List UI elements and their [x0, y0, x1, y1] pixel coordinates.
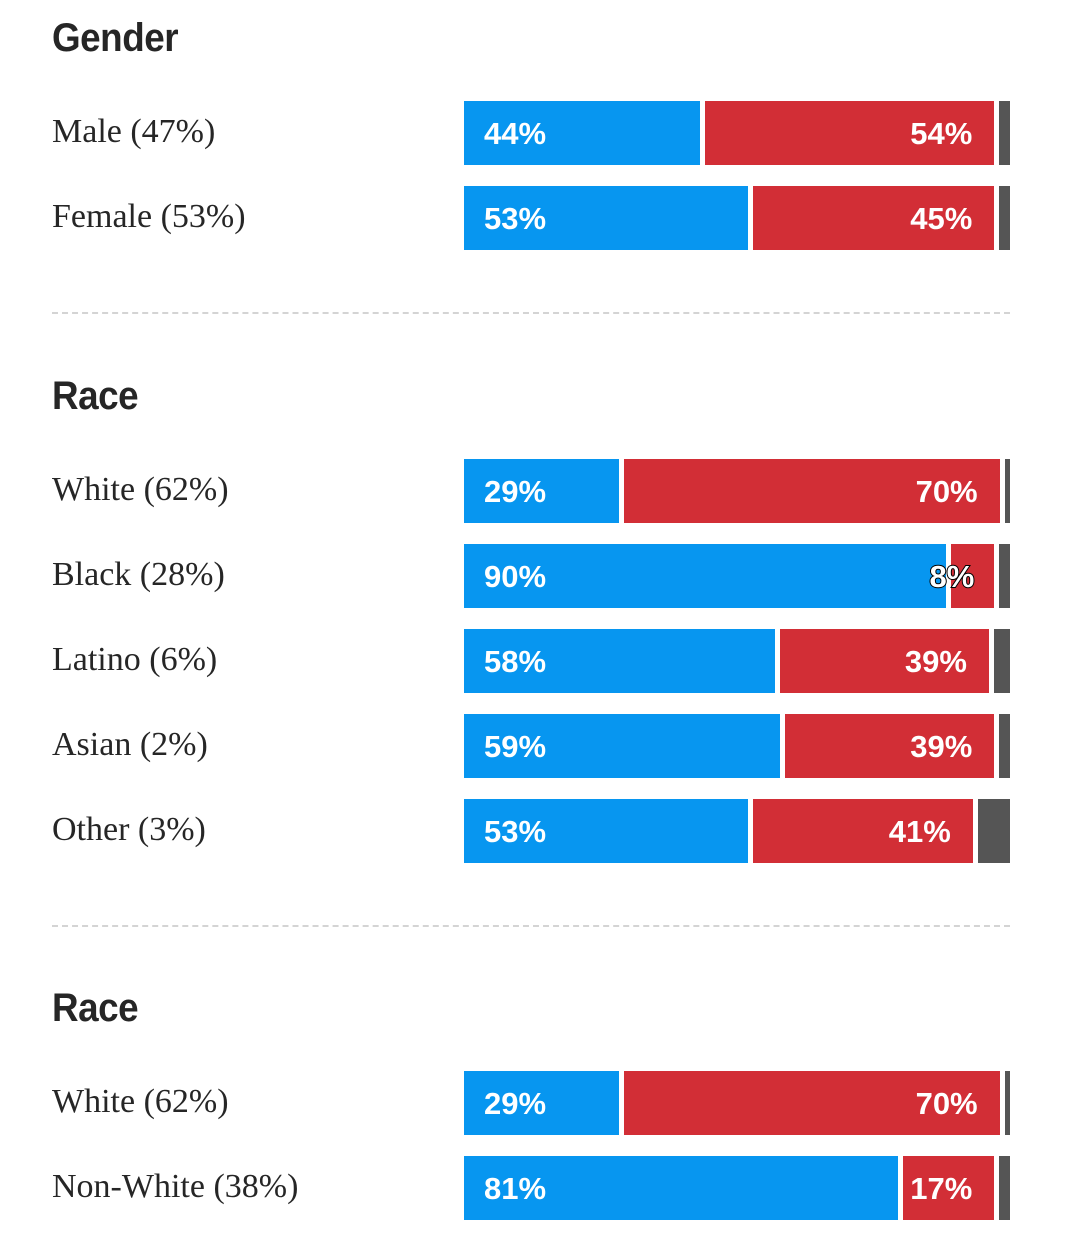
dem-bar-segment: 59%: [464, 714, 781, 778]
category-label: Non-White (38%): [52, 1168, 299, 1205]
other-bar-segment: [993, 629, 1010, 693]
stacked-bar: 81% 17%: [464, 1156, 1010, 1220]
rep-value-label: 41%: [888, 814, 951, 849]
chart-row: Asian (2%) 59% 39%: [0, 714, 1080, 778]
rep-bar-segment: 8%: [928, 544, 995, 608]
other-bar-segment: [1004, 1071, 1010, 1135]
rep-bar-segment: 17%: [903, 1156, 995, 1220]
other-bar-segment: [999, 101, 1010, 165]
category-label: Other (3%): [52, 811, 206, 848]
rep-bar-segment: 39%: [785, 714, 995, 778]
category-label: Male (47%): [52, 113, 216, 150]
stacked-bar: 44% 54%: [464, 101, 1010, 165]
section-title: Race: [52, 986, 139, 1030]
dem-value-label: 53%: [484, 814, 547, 849]
rep-value-label: 70%: [915, 474, 978, 509]
stacked-bar: 59% 39%: [464, 714, 1010, 778]
dem-bar-segment: 29%: [464, 459, 620, 523]
chart-row: Black (28%) 90% 8%: [0, 544, 1080, 608]
other-bar-segment: [999, 544, 1010, 608]
dem-bar-segment: 53%: [464, 186, 749, 250]
category-label: Asian (2%): [52, 726, 208, 763]
dem-value-label: 53%: [484, 201, 547, 236]
category-label: Female (53%): [52, 198, 246, 235]
rep-bar-segment: 39%: [779, 629, 989, 693]
category-label: Black (28%): [52, 556, 225, 593]
chart-row: Male (47%) 44% 54%: [0, 101, 1080, 165]
rep-value-label: 8%: [928, 558, 975, 595]
chart-row: Other (3%) 53% 41%: [0, 799, 1080, 863]
dem-bar-segment: 44%: [464, 101, 700, 165]
category-label: Latino (6%): [52, 641, 218, 678]
rep-value-label: 54%: [910, 116, 973, 151]
stacked-bar: 90% 8%: [464, 544, 1010, 608]
rep-value-label: 39%: [904, 644, 967, 679]
dem-value-label: 59%: [484, 729, 547, 764]
chart-row: White (62%) 29% 70%: [0, 1071, 1080, 1135]
dem-bar-segment: 29%: [464, 1071, 620, 1135]
rep-bar-segment: 45%: [753, 186, 995, 250]
other-bar-segment: [1004, 459, 1010, 523]
other-bar-segment: [999, 714, 1010, 778]
dem-value-label: 29%: [484, 474, 547, 509]
rep-bar-segment: 41%: [753, 799, 973, 863]
chart-row: Female (53%) 53% 45%: [0, 186, 1080, 250]
rep-value-label: 17%: [910, 1171, 973, 1206]
stacked-bar: 53% 45%: [464, 186, 1010, 250]
chart-row: Latino (6%) 58% 39%: [0, 629, 1080, 693]
section-divider: [52, 312, 1010, 314]
stacked-bar: 29% 70%: [464, 1071, 1010, 1135]
section-divider: [52, 925, 1010, 927]
dem-value-label: 58%: [484, 644, 547, 679]
stacked-bar: 29% 70%: [464, 459, 1010, 523]
section-title: Race: [52, 374, 139, 418]
category-label: White (62%): [52, 471, 229, 508]
dem-value-label: 29%: [484, 1086, 547, 1121]
dem-bar-segment: 58%: [464, 629, 775, 693]
stacked-bar: 58% 39%: [464, 629, 1010, 693]
category-label: White (62%): [52, 1083, 229, 1120]
rep-value-label: 45%: [910, 201, 973, 236]
rep-value-label: 39%: [910, 729, 973, 764]
dem-bar-segment: 53%: [464, 799, 749, 863]
chart-row: White (62%) 29% 70%: [0, 459, 1080, 523]
rep-bar-segment: 54%: [704, 101, 995, 165]
other-bar-segment: [977, 799, 1010, 863]
dem-value-label: 90%: [484, 559, 547, 594]
dem-value-label: 81%: [484, 1171, 547, 1206]
chart-row: Non-White (38%) 81% 17%: [0, 1156, 1080, 1220]
rep-bar-segment: 70%: [624, 1071, 1000, 1135]
rep-bar-segment: 70%: [624, 459, 1000, 523]
dem-bar-segment: 90%: [464, 544, 947, 608]
dem-bar-segment: 81%: [464, 1156, 899, 1220]
section-title: Gender: [52, 16, 179, 60]
dem-value-label: 44%: [484, 116, 547, 151]
other-bar-segment: [999, 1156, 1010, 1220]
other-bar-segment: [999, 186, 1010, 250]
rep-value-label: 70%: [915, 1086, 978, 1121]
stacked-bar: 53% 41%: [464, 799, 1010, 863]
